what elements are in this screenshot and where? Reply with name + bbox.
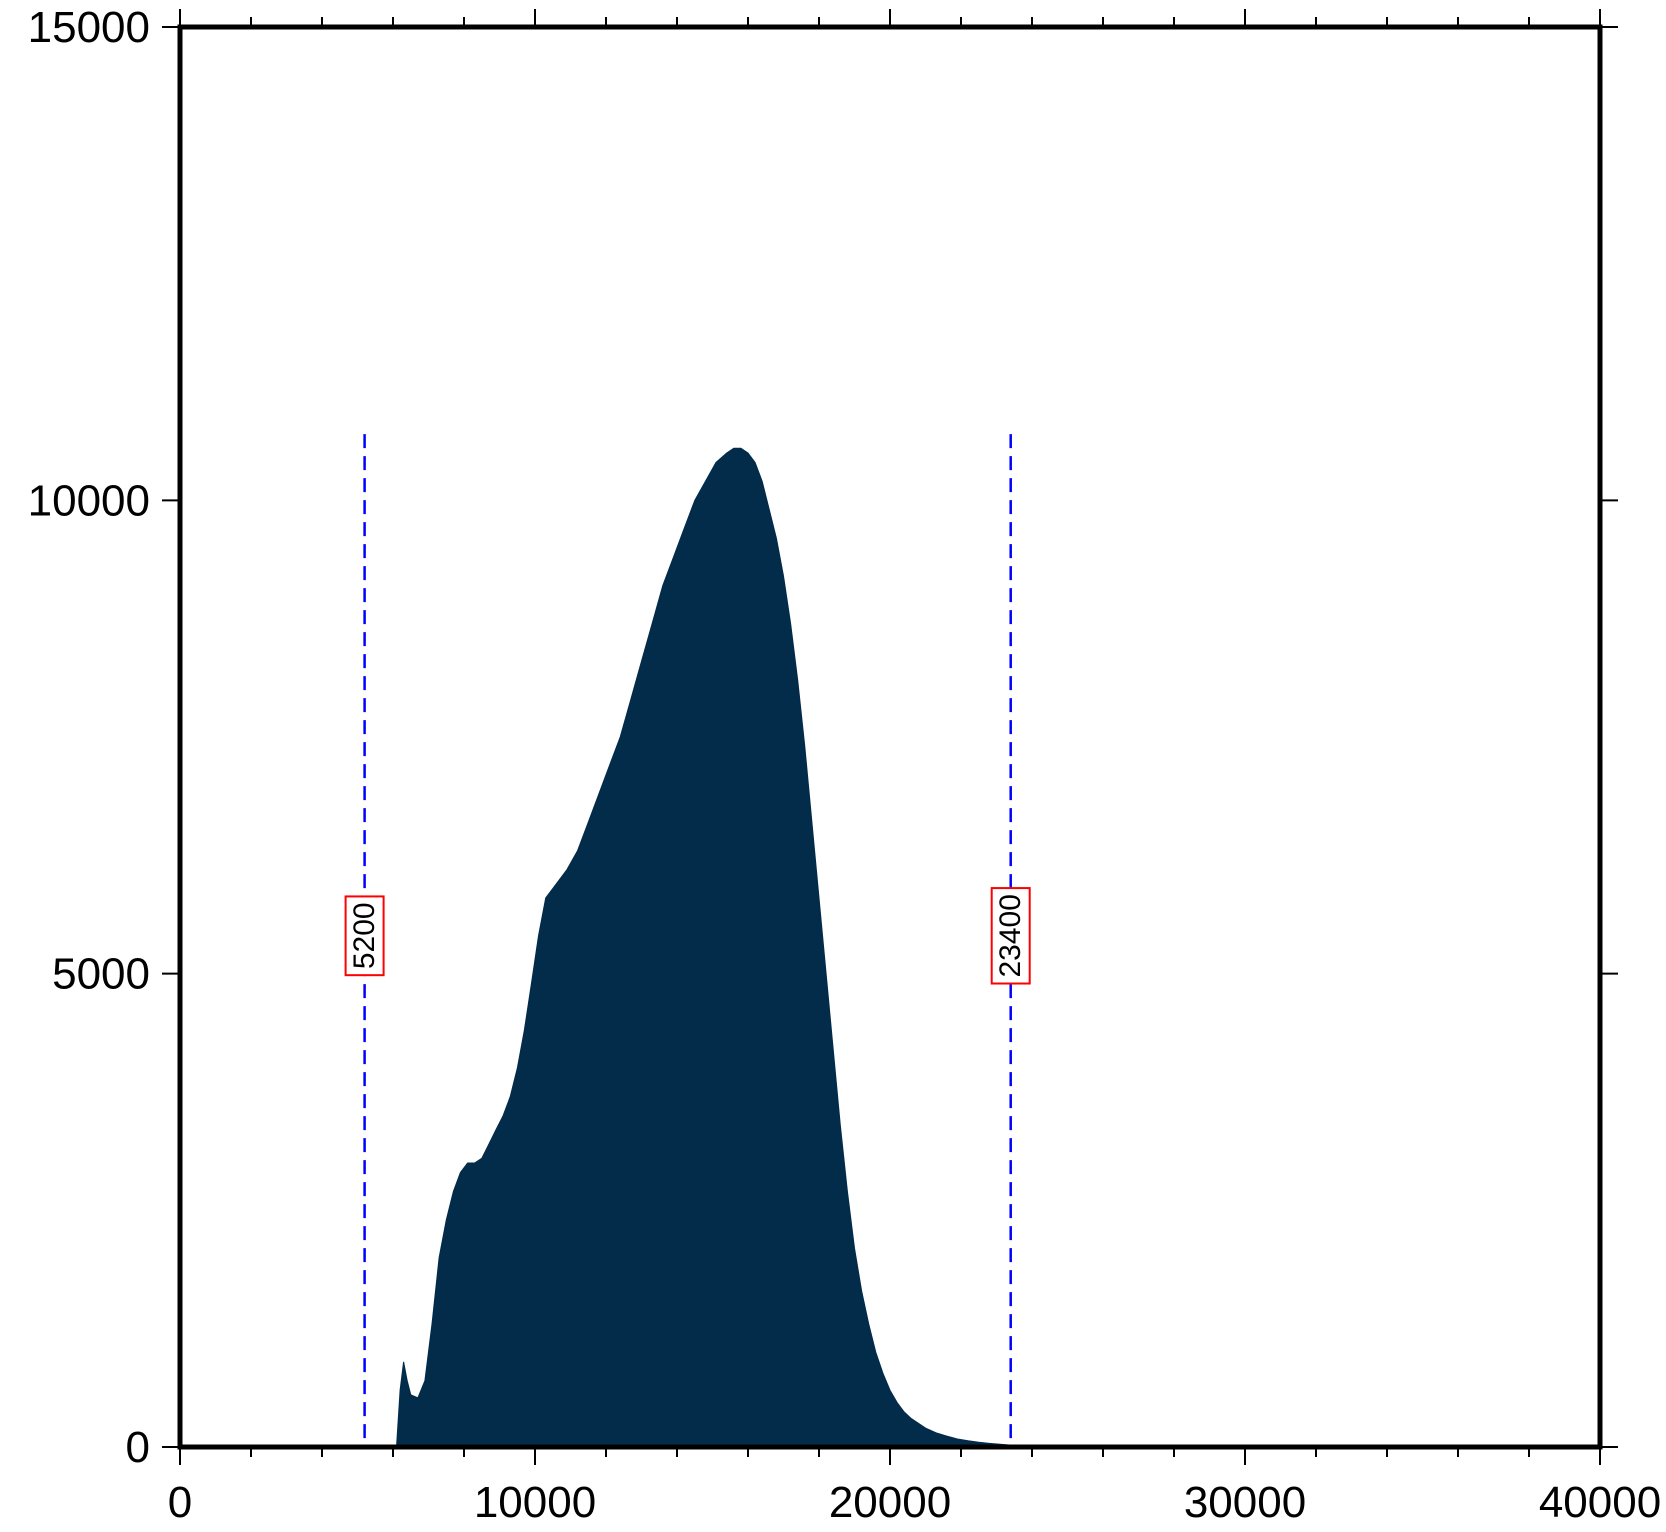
y-tick-label: 10000: [28, 476, 150, 525]
x-tick-label: 20000: [829, 1478, 951, 1527]
reference-label-23400: 23400: [994, 894, 1027, 977]
reference-label-box-23400: [990, 887, 1031, 985]
x-tick-label: 0: [168, 1478, 192, 1527]
reference-label-group-5200: 5200: [344, 895, 385, 977]
x-tick-label: 10000: [474, 1478, 596, 1527]
reference-lines-group: 5200 23400: [344, 434, 1031, 1447]
reference-label-group-23400: 23400: [990, 887, 1031, 985]
tick-labels-group: 0 10000 20000 30000 40000 0 5000 10000 15000: [28, 3, 1662, 1527]
y-tick-label: 15000: [28, 3, 150, 52]
plot-frame-group: [177, 24, 1603, 1450]
plot-frame: [177, 24, 1603, 1450]
reference-label-5200: 5200: [348, 902, 381, 969]
y-tick-label: 5000: [52, 950, 150, 999]
x-tick-label: 40000: [1539, 1478, 1661, 1527]
reference-label-box-5200: [344, 895, 385, 977]
histogram-fill-group: [395, 447, 1068, 1448]
y-tick-label: 0: [126, 1423, 150, 1472]
histogram-area-0: [395, 447, 1068, 1448]
ticks-group: [162, 9, 1618, 1465]
x-tick-label: 30000: [1184, 1478, 1306, 1527]
